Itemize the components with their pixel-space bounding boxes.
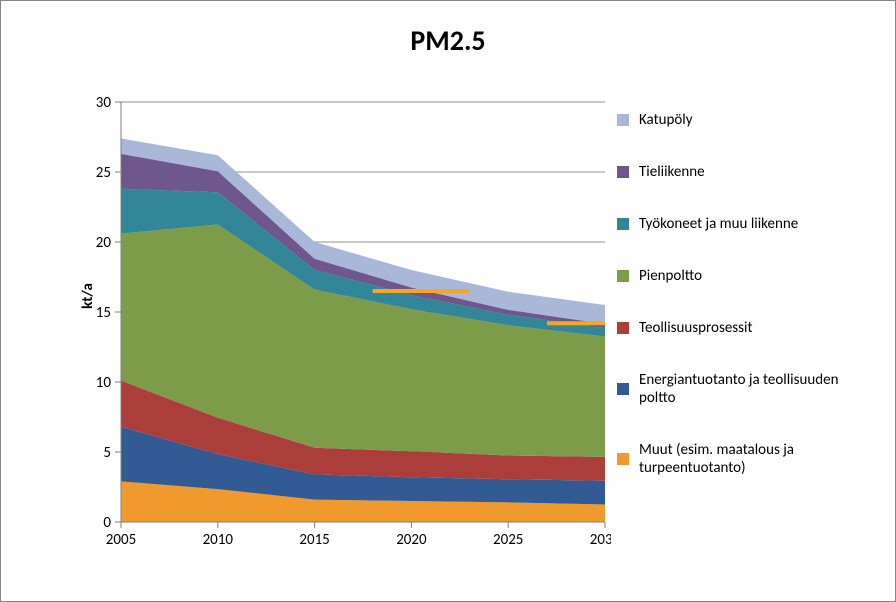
xtick-label: 2025 <box>493 531 523 549</box>
y-axis-label: kt/a <box>79 283 97 309</box>
legend-swatch <box>617 322 629 334</box>
legend-swatch <box>617 270 629 282</box>
legend-item-muut: Muut (esim. maatalous ja turpeentuotanto… <box>617 441 867 477</box>
legend-swatch <box>617 383 629 395</box>
xtick-label: 2005 <box>106 531 136 549</box>
legend-swatch <box>617 218 629 230</box>
legend-item-energia: Energiantuotanto ja teollisuuden poltto <box>617 371 867 407</box>
legend-label: Teollisuusprosessit <box>639 319 867 337</box>
legend-label: Työkoneet ja muu liikenne <box>639 215 867 233</box>
legend-label: Pienpoltto <box>639 267 867 285</box>
legend-label: Tieliikenne <box>639 163 867 181</box>
legend-swatch <box>617 453 629 465</box>
legend-item-teollisuus: Teollisuusprosessit <box>617 319 867 337</box>
y-axis-label-wrap: kt/a <box>77 96 99 496</box>
legend-label: Katupöly <box>639 111 867 129</box>
ytick-label: 0 <box>103 514 111 532</box>
xtick-label: 2020 <box>396 531 427 549</box>
legend-label: Energiantuotanto ja teollisuuden poltto <box>639 371 867 407</box>
legend-swatch <box>617 114 629 126</box>
chart-title: PM2.5 <box>1 23 895 58</box>
ytick-label: 5 <box>103 444 111 462</box>
xtick-label: 2030 <box>590 531 611 549</box>
xtick-label: 2015 <box>299 531 329 549</box>
legend: Katupöly Tieliikenne Työkoneet ja muu liik… <box>617 111 867 511</box>
legend-item-tieliikenne: Tieliikenne <box>617 163 867 181</box>
chart-frame: PM2.5 kt/a 05101520253020052010201520202… <box>0 0 896 602</box>
legend-item-katupoly: Katupöly <box>617 111 867 129</box>
chart-svg: 051015202530200520102015202020252030 <box>71 96 611 556</box>
legend-swatch <box>617 166 629 178</box>
legend-item-tyokoneet: Työkoneet ja muu liikenne <box>617 215 867 233</box>
legend-label: Muut (esim. maatalous ja turpeentuotanto… <box>639 441 867 477</box>
legend-item-pienpoltto: Pienpoltto <box>617 267 867 285</box>
xtick-label: 2010 <box>203 531 234 549</box>
plot-area: kt/a 05101520253020052010201520202025203… <box>71 96 611 556</box>
